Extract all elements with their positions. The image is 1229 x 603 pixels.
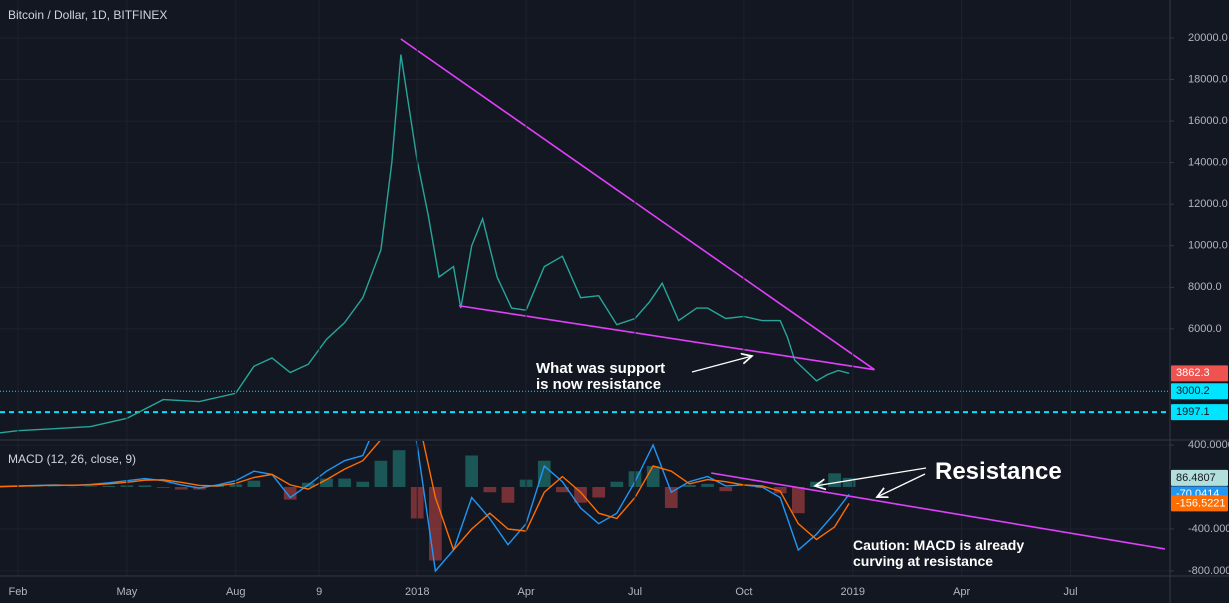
series-line xyxy=(0,54,850,434)
histogram-bar xyxy=(556,486,569,493)
price-tag xyxy=(1171,469,1228,486)
histogram-bar xyxy=(842,477,856,487)
y-tick-label: 10000.0 xyxy=(1188,240,1228,252)
x-tick-label: Feb xyxy=(8,586,27,598)
histogram-bar xyxy=(592,486,606,498)
y-tick-label: 8000.0 xyxy=(1188,281,1222,293)
arrow xyxy=(877,473,926,497)
histogram-bar xyxy=(156,486,170,488)
annotation: is now resistance xyxy=(536,376,661,393)
histogram-bar xyxy=(501,486,515,503)
x-tick-label: May xyxy=(116,586,137,598)
chart-title: Bitcoin / Dollar, 1D, BITFINEX xyxy=(8,8,167,22)
arrow xyxy=(691,356,752,373)
histogram-bar xyxy=(174,486,188,490)
price-tag xyxy=(1171,383,1228,400)
price-tag xyxy=(1171,495,1228,512)
histogram-bar xyxy=(102,485,116,487)
x-tick-label: Jul xyxy=(628,586,642,598)
y-tick-label: 400.0000 xyxy=(1188,439,1229,451)
price-tag-label: 1997.1 xyxy=(1176,406,1210,418)
x-tick-label: Aug xyxy=(226,586,246,598)
price-tag-label: 3862.3 xyxy=(1176,367,1210,379)
histogram-bar xyxy=(574,486,587,503)
price-tag-label: 3000.2 xyxy=(1176,385,1210,397)
trendline xyxy=(711,472,1166,550)
histogram-bar xyxy=(828,473,841,487)
x-tick-label: Apr xyxy=(518,586,535,598)
arrow xyxy=(815,467,927,486)
histogram-bar xyxy=(465,455,479,487)
histogram-bar xyxy=(646,465,660,487)
x-tick-label: 2018 xyxy=(405,586,429,598)
histogram-bar xyxy=(683,484,696,487)
y-tick-label: -800.0000 xyxy=(1188,565,1229,577)
histogram-bar xyxy=(537,460,551,487)
pane xyxy=(0,441,1170,573)
pane xyxy=(0,37,1170,434)
histogram-bar xyxy=(483,486,497,493)
y-tick-label: 16000.0 xyxy=(1188,115,1228,127)
histogram-bar xyxy=(664,486,678,508)
y-tick-label: 12000.0 xyxy=(1188,198,1228,210)
price-tag-label: 86.4807 xyxy=(1176,472,1216,484)
y-tick-label: 20000.0 xyxy=(1188,32,1228,44)
histogram-bar xyxy=(701,483,714,487)
x-tick-label: Jul xyxy=(1064,586,1078,598)
histogram-bar xyxy=(610,481,624,487)
annotation: Resistance xyxy=(935,458,1062,485)
price-tag xyxy=(1171,404,1228,421)
series-line xyxy=(0,441,850,552)
y-tick-label: 6000.0 xyxy=(1188,323,1222,335)
x-tick-label: 9 xyxy=(316,586,322,598)
y-tick-label: -400.0000 xyxy=(1188,523,1229,535)
price-tag-label: -156.5221 xyxy=(1176,497,1226,509)
histogram-bar xyxy=(338,478,351,487)
trendline xyxy=(400,38,876,371)
histogram-bar xyxy=(84,486,97,487)
x-tick-label: 2019 xyxy=(841,586,865,598)
histogram-bar xyxy=(773,486,787,494)
trendline xyxy=(458,304,875,371)
annotation: What was support xyxy=(536,360,665,377)
x-tick-label: Oct xyxy=(735,586,752,598)
histogram-bar xyxy=(791,486,805,514)
price-tag xyxy=(1171,365,1228,382)
y-tick-label: 14000.0 xyxy=(1188,157,1228,169)
series-line xyxy=(0,441,850,573)
histogram-bar xyxy=(356,481,370,487)
annotation: curving at resistance xyxy=(853,553,993,569)
histogram-bar xyxy=(320,478,333,487)
x-tick-label: Apr xyxy=(953,586,970,598)
histogram-bar xyxy=(247,480,261,487)
histogram-bar xyxy=(374,460,388,487)
histogram-bar xyxy=(719,486,733,492)
histogram-bar xyxy=(392,450,406,487)
histogram-bar xyxy=(138,485,152,487)
annotation: Caution: MACD is already xyxy=(853,537,1024,553)
y-tick-label: 18000.0 xyxy=(1188,73,1228,85)
macd-title: MACD (12, 26, close, 9) xyxy=(8,452,136,466)
histogram-bar xyxy=(283,486,297,500)
